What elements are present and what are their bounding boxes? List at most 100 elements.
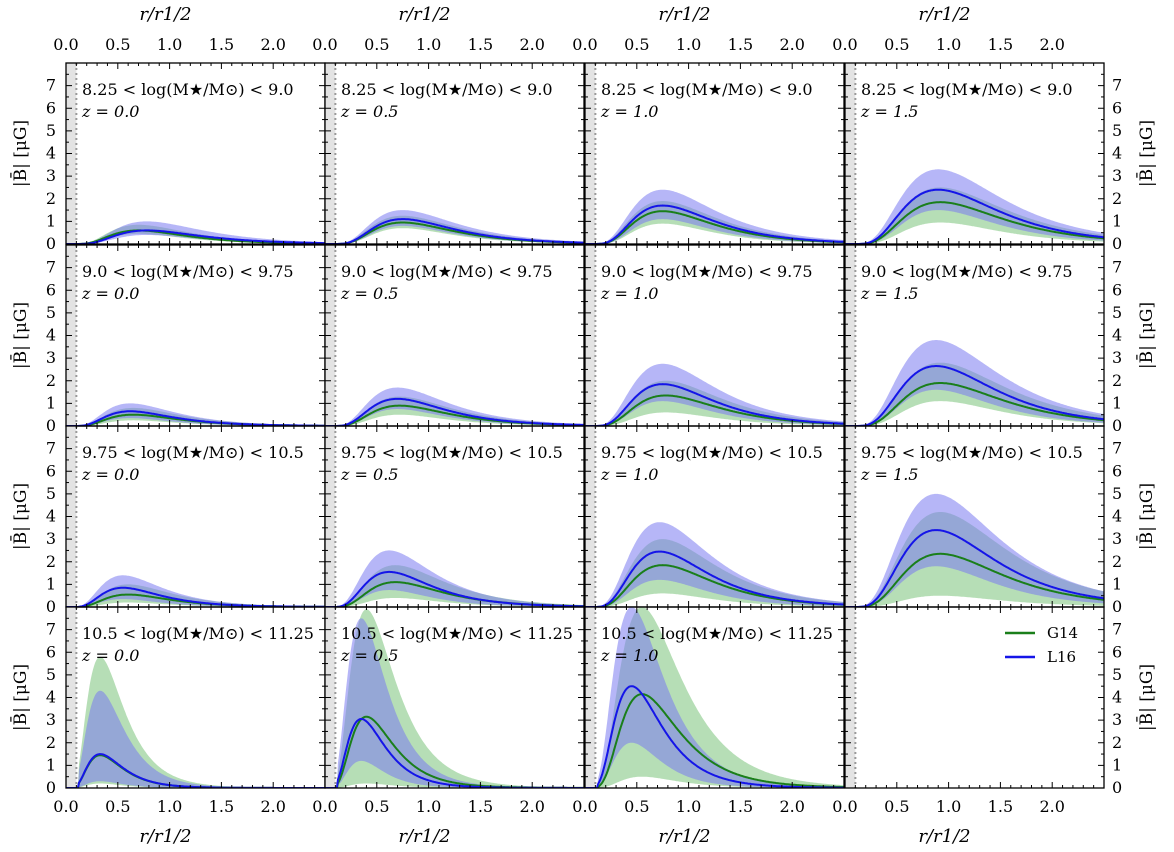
x-axis-label-bottom: r/r1/2 [658,826,710,847]
x-tick-label-bottom: 0.0 [53,797,78,816]
y-tick-label-left: 6 [46,642,56,661]
y-axis-label-right: |B̄| [μG] [1135,664,1157,731]
y-tick-label-right: 3 [1112,348,1122,367]
x-tick-label-top: 1.0 [676,35,701,54]
y-tick-label-right: 3 [1112,166,1122,185]
redshift-label: z = 0.5 [340,102,398,121]
x-tick-label-bottom: 0.0 [832,797,857,816]
l16-scatter-band [325,387,584,426]
y-tick-label-right: 2 [1112,552,1122,571]
x-tick-label-bottom: 1.0 [676,797,701,816]
panel-r1-c3: 9.0 < log(M★/M⊙) < 9.75 z = 1.5 [844,244,1105,427]
l16-median-line [66,229,325,244]
l16-median-line [585,550,844,607]
mass-bin-label: 8.25 < log(M★/M⊙) < 9.0 [341,80,553,99]
x-tick-label-top: 1.0 [416,35,441,54]
l16-median-line [325,570,584,607]
l16-scatter-band [585,189,844,244]
x-tick-label-top: 0.5 [364,35,389,54]
y-tick-label-right: 7 [1112,620,1122,639]
x-axis-label-bottom: r/r1/2 [139,826,191,847]
y-axis-label-left: |B̄| [μG] [9,483,31,550]
x-tick-label-bottom: 0.5 [364,797,389,816]
l16-scatter-band [66,575,325,607]
x-tick-label-bottom: 1.5 [209,797,234,816]
y-tick-label-right: 1 [1112,755,1122,774]
y-tick-label-left: 2 [46,189,56,208]
l16-scatter-band [845,493,1104,607]
x-tick-label-bottom: 1.5 [468,797,493,816]
y-tick-label-left: 0 [46,778,56,797]
redshift-label: z = 1.5 [860,465,918,484]
y-tick-label-left: 7 [46,439,56,458]
y-tick-label-right: 1 [1112,211,1122,230]
l16-scatter-band [845,340,1104,426]
y-tick-label-left: 5 [46,303,56,322]
y-tick-label-left: 4 [46,326,56,345]
y-tick-label-right: 5 [1112,121,1122,140]
l16-median-line [585,204,844,244]
y-tick-label-right: 5 [1112,303,1122,322]
y-tick-label-left: 7 [46,620,56,639]
redshift-label: z = 1.5 [860,102,918,121]
g14-median-line [845,552,1104,607]
x-tick-label-top: 1.0 [157,35,182,54]
y-tick-label-right: 6 [1112,280,1122,299]
panel-r3-c0: 10.5 < log(M★/M⊙) < 11.25 z = 0.0 [65,606,326,789]
x-axis-label-top: r/r1/2 [398,4,450,25]
x-tick-label-top: 0.5 [884,35,909,54]
x-tick-label-top: 1.5 [988,35,1013,54]
y-tick-label-left: 3 [46,710,56,729]
l16-median-line [845,365,1104,426]
y-tick-label-right: 0 [1112,597,1122,616]
x-tick-label-top: 0.0 [53,35,78,54]
x-tick-label-bottom: 1.0 [157,797,182,816]
y-tick-label-left: 5 [46,665,56,684]
y-axis-label-left: |B̄| [μG] [9,302,31,369]
y-tick-label-left: 0 [46,597,56,616]
y-tick-label-left: 4 [46,507,56,526]
l16-scatter-band [66,403,325,426]
x-tick-label-bottom: 1.0 [416,797,441,816]
y-tick-label-left: 0 [46,416,56,435]
l16-median-line [585,685,844,788]
y-tick-label-right: 5 [1112,665,1122,684]
y-tick-label-left: 3 [46,166,56,185]
redshift-label: z = 0.0 [81,284,139,303]
x-axis-label-bottom: r/r1/2 [918,826,970,847]
x-tick-label-top: 0.0 [832,35,857,54]
redshift-label: z = 1.0 [600,646,658,665]
y-axis-label-left: |B̄| [μG] [9,120,31,187]
y-tick-label-left: 1 [46,211,56,230]
x-tick-label-top: 1.5 [209,35,234,54]
x-tick-label-bottom: 1.5 [988,797,1013,816]
y-tick-label-right: 4 [1112,507,1122,526]
l16-scatter-band [325,618,584,788]
l16-scatter-band [66,221,325,244]
redshift-label: z = 0.5 [340,465,398,484]
mass-bin-label: 9.75 < log(M★/M⊙) < 10.5 [861,443,1083,462]
y-tick-label-right: 2 [1112,733,1122,752]
x-tick-label-top: 0.0 [312,35,337,54]
mass-bin-label: 9.75 < log(M★/M⊙) < 10.5 [341,443,563,462]
y-tick-label-left: 5 [46,121,56,140]
redshift-label: z = 0.0 [81,646,139,665]
g14-median-line [585,693,844,788]
x-tick-label-bottom: 0.5 [624,797,649,816]
y-tick-label-right: 7 [1112,258,1122,277]
x-tick-label-bottom: 2.0 [260,797,285,816]
panel-r1-c0: 9.0 < log(M★/M⊙) < 9.75 z = 0.0 [65,244,326,427]
x-tick-label-bottom: 0.5 [884,797,909,816]
mass-bin-label: 8.25 < log(M★/M⊙) < 9.0 [861,80,1073,99]
legend-label-l16: L16 [1047,648,1076,666]
y-tick-label-right: 4 [1112,688,1122,707]
mass-bin-label: 9.75 < log(M★/M⊙) < 10.5 [601,443,823,462]
y-tick-label-right: 4 [1112,326,1122,345]
panel-r2-c1: 9.75 < log(M★/M⊙) < 10.5 z = 0.5 [324,425,585,608]
mass-bin-label: 9.75 < log(M★/M⊙) < 10.5 [82,443,304,462]
y-tick-label-left: 1 [46,393,56,412]
panel-r2-c3: 9.75 < log(M★/M⊙) < 10.5 z = 1.5 [844,425,1105,608]
l16-median-line [845,188,1104,244]
mass-bin-label: 10.5 < log(M★/M⊙) < 11.25 [82,624,314,643]
